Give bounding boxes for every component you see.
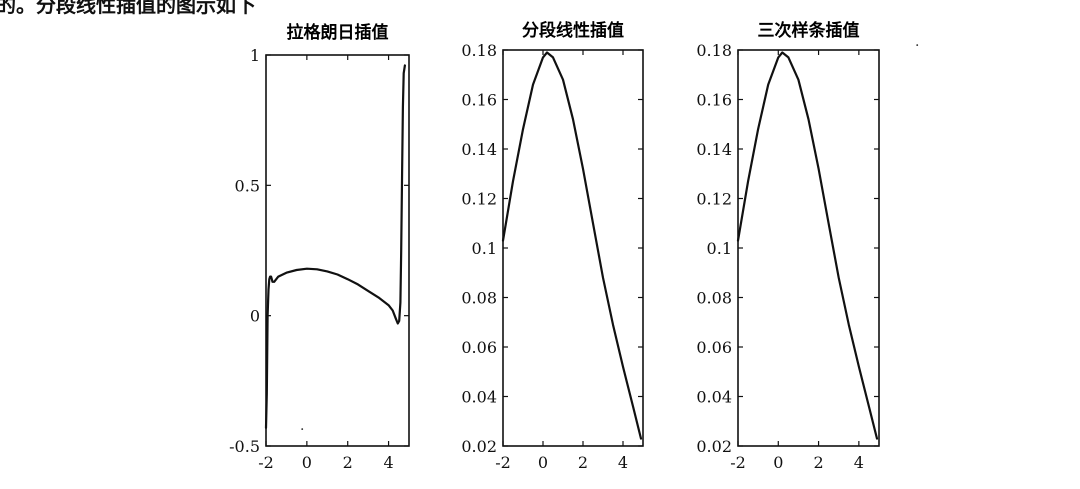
y-tick-label: 0.08 bbox=[696, 289, 732, 308]
y-tick-label: 0.12 bbox=[461, 190, 497, 209]
y-tick-label: 0.1 bbox=[707, 239, 732, 258]
interpolation-curve bbox=[736, 51, 879, 440]
x-tick-label: 2 bbox=[813, 453, 823, 472]
y-tick-label: 0.02 bbox=[461, 437, 497, 456]
y-tick-label: 0.14 bbox=[696, 140, 732, 159]
y-tick-label: 0 bbox=[250, 307, 260, 326]
y-tick-label: 0.18 bbox=[696, 41, 732, 60]
y-tick-label: 0.08 bbox=[461, 289, 497, 308]
x-tick-label: 4 bbox=[383, 453, 393, 472]
y-tick-label: 0.12 bbox=[696, 190, 732, 209]
x-tick-label: -2 bbox=[495, 453, 511, 472]
y-tick-label: 0.16 bbox=[696, 91, 732, 110]
x-tick-label: -2 bbox=[730, 453, 746, 472]
x-tick-label: 0 bbox=[302, 453, 312, 472]
y-tick-label: 0.02 bbox=[696, 437, 732, 456]
y-tick-label: 0.16 bbox=[461, 91, 497, 110]
y-tick-label: 0.5 bbox=[235, 176, 260, 195]
speck-mark: · bbox=[915, 38, 919, 54]
interpolation-curve bbox=[264, 64, 406, 429]
y-tick-label: 0.18 bbox=[461, 41, 497, 60]
piecewise-linear-plot: 分段线性插值 0.02 0.04 0.06 0.08 0.1 0.12 0.14 0.16 0.1… bbox=[461, 20, 644, 472]
y-tick-label: 0.06 bbox=[696, 338, 732, 357]
y-tick-label: 0.04 bbox=[696, 388, 732, 407]
x-tick-label: 4 bbox=[618, 453, 628, 472]
x-tick-label: 0 bbox=[773, 453, 783, 472]
y-tick-label: -0.5 bbox=[229, 437, 260, 456]
x-tick-label: -2 bbox=[258, 453, 274, 472]
x-tick-label: 4 bbox=[854, 453, 864, 472]
y-tick-label: 0.14 bbox=[461, 140, 497, 159]
y-tick-label: 0.04 bbox=[461, 388, 497, 407]
x-tick-label: 2 bbox=[578, 453, 588, 472]
cubic-spline-plot: 三次样条插值 0.02 0.04 0.06 0.08 0.1 0.12 0.14 0.16 0.1… bbox=[696, 20, 880, 472]
interpolation-curve bbox=[501, 51, 643, 440]
plot-title: 三次样条插值 bbox=[758, 20, 860, 41]
y-tick-label: 1 bbox=[250, 46, 260, 65]
x-tick-label: 2 bbox=[343, 453, 353, 472]
cut-off-top-text: 的。分段线性插值的图示如下 bbox=[0, 0, 256, 17]
plot-title: 拉格朗日插值 bbox=[287, 22, 389, 43]
y-tick-label: 0.06 bbox=[461, 338, 497, 357]
speck-mark: · bbox=[300, 422, 304, 438]
lagrange-plot: 拉格朗日插值 -0.5 0 0.5 1 -2 0 2 4 bbox=[229, 22, 410, 472]
plot-title: 分段线性插值 bbox=[522, 20, 624, 41]
axes-frame bbox=[265, 54, 410, 447]
y-tick-label: 0.1 bbox=[472, 239, 497, 258]
x-tick-label: 0 bbox=[538, 453, 548, 472]
